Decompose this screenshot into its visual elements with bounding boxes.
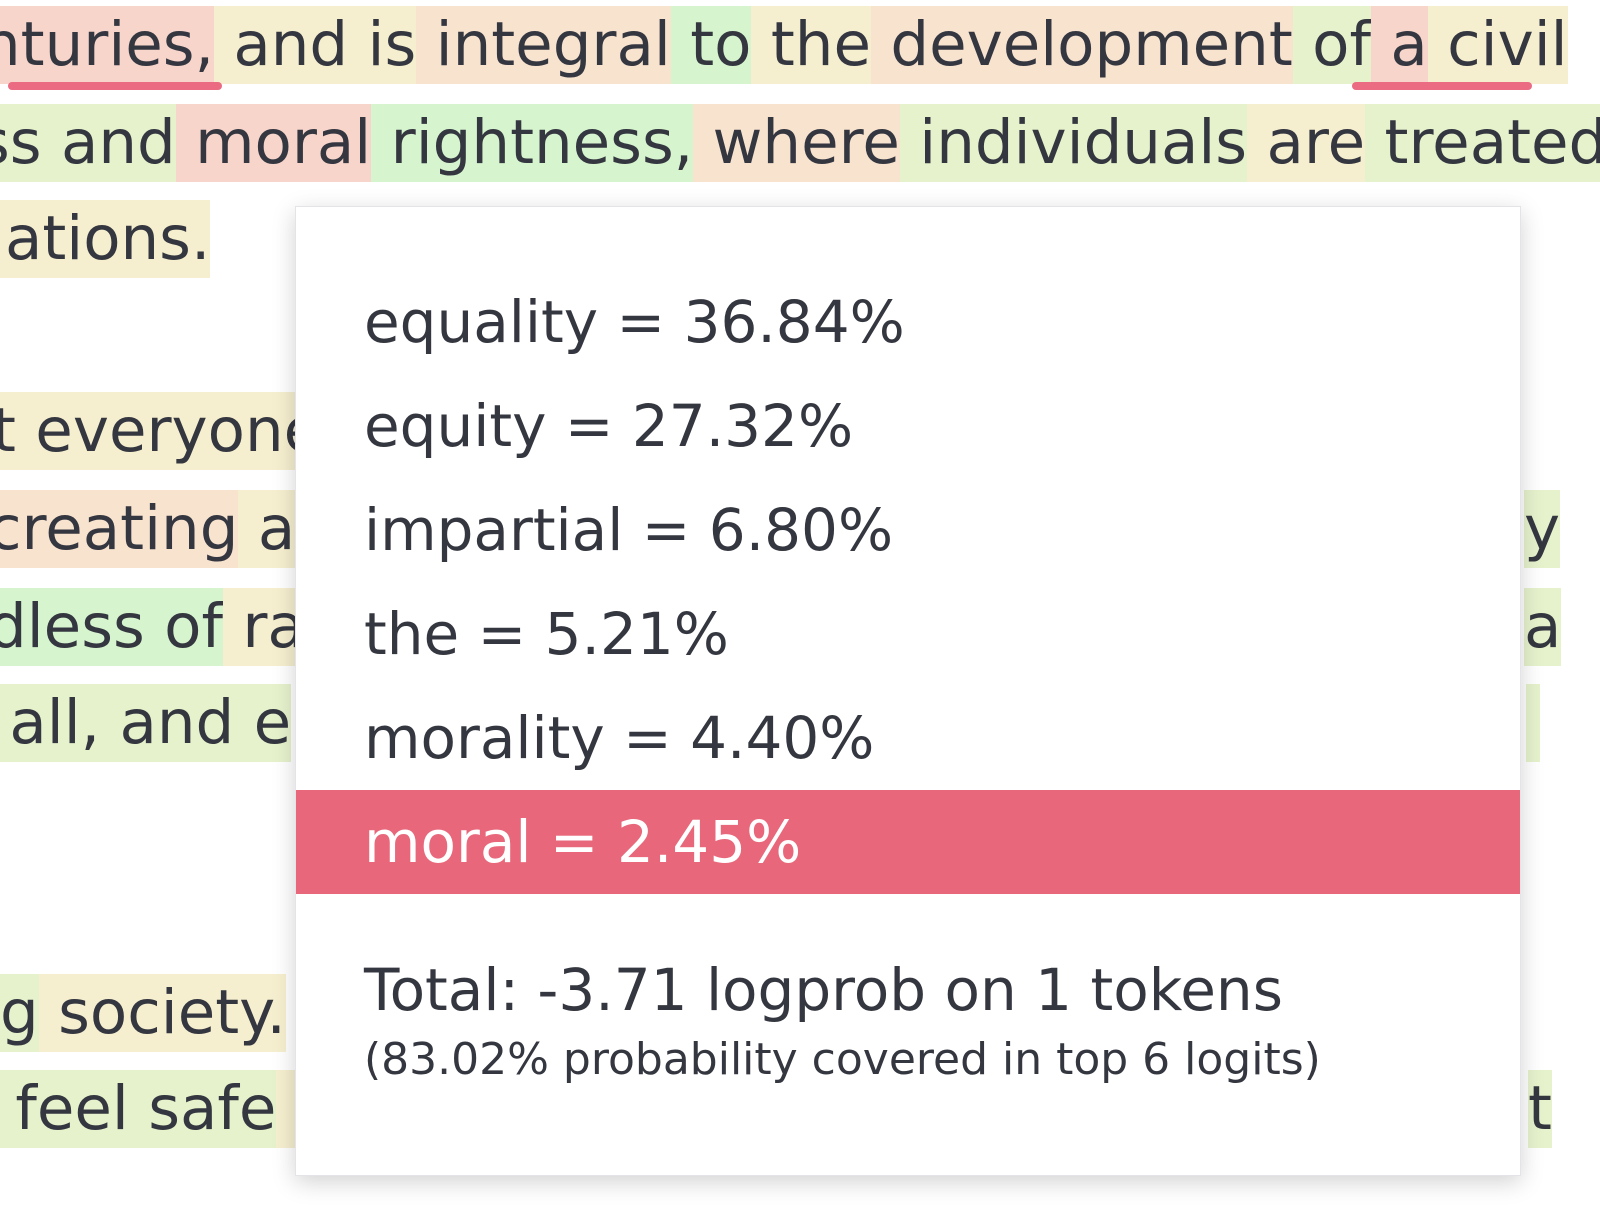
- logit-option-label: equality = 36.84%: [364, 288, 905, 356]
- logit-option[interactable]: equality = 36.84%: [296, 270, 1520, 374]
- text-line: dless of ra: [0, 588, 305, 666]
- token[interactable]: ss: [0, 104, 42, 182]
- token[interactable]: integral: [416, 6, 671, 84]
- token[interactable]: moral: [175, 104, 372, 182]
- token[interactable]: rightness,: [371, 104, 694, 182]
- token[interactable]: safe: [128, 1070, 277, 1148]
- logit-option-label: equity = 27.32%: [364, 392, 854, 460]
- text-fragment-right: y: [1524, 490, 1561, 568]
- text-line: nturies, and is integral to the developm…: [0, 6, 1568, 84]
- logit-option[interactable]: equity = 27.32%: [296, 374, 1520, 478]
- text-line: feel safe c: [0, 1070, 330, 1148]
- token[interactable]: and: [41, 104, 176, 182]
- text-fragment-right: [1526, 684, 1540, 762]
- logprob-popup: equality = 36.84% equity = 27.32% impart…: [295, 206, 1521, 1176]
- token[interactable]: of: [1292, 6, 1371, 84]
- token[interactable]: creating: [0, 490, 239, 568]
- token[interactable]: are: [1247, 104, 1366, 182]
- token[interactable]: jations.: [0, 200, 211, 278]
- logit-option-label: the = 5.21%: [364, 600, 729, 668]
- token[interactable]: and: [100, 684, 235, 762]
- token[interactable]: all,: [0, 684, 101, 762]
- logit-option-label: moral = 2.45%: [364, 808, 802, 876]
- logit-option-label: morality = 4.40%: [364, 704, 875, 772]
- text-line: g society.: [0, 974, 286, 1052]
- token[interactable]: and: [213, 6, 349, 84]
- token[interactable]: a: [1370, 6, 1428, 84]
- token[interactable]: of: [144, 588, 223, 666]
- logit-option-label: impartial = 6.80%: [364, 496, 894, 564]
- probability-covered: (83.02% probability covered in top 6 log…: [364, 1034, 1321, 1085]
- token[interactable]: e: [234, 684, 292, 762]
- token[interactable]: t: [0, 392, 16, 470]
- token[interactable]: individuals: [899, 104, 1248, 182]
- token[interactable]: where: [693, 104, 900, 182]
- token[interactable]: the: [751, 6, 871, 84]
- token[interactable]: treated: [1365, 104, 1600, 182]
- text-fragment-right: a: [1524, 588, 1562, 666]
- total-logprob: Total: -3.71 logprob on 1 tokens: [364, 956, 1283, 1024]
- token[interactable]: feel: [0, 1070, 129, 1148]
- token[interactable]: is: [348, 6, 417, 84]
- token[interactable]: dless: [0, 588, 145, 666]
- logit-option[interactable]: morality = 4.40%: [296, 686, 1520, 790]
- token[interactable]: a: [238, 490, 296, 568]
- text-fragment-right: t: [1528, 1070, 1552, 1148]
- token[interactable]: to: [670, 6, 752, 84]
- token[interactable]: civil: [1427, 6, 1568, 84]
- token-underline: [1352, 82, 1532, 90]
- text-line: all, and e: [0, 684, 292, 762]
- token[interactable]: ra: [222, 588, 305, 666]
- token[interactable]: development: [870, 6, 1293, 84]
- logit-option[interactable]: impartial = 6.80%: [296, 478, 1520, 582]
- text-line: t everyone: [0, 392, 322, 470]
- token-underline: [8, 82, 222, 90]
- logit-option[interactable]: the = 5.21%: [296, 582, 1520, 686]
- token[interactable]: everyone: [15, 392, 322, 470]
- token[interactable]: society.: [38, 974, 286, 1052]
- token[interactable]: g: [0, 974, 39, 1052]
- token[interactable]: nturies,: [0, 6, 214, 84]
- text-line: jations.: [0, 200, 211, 278]
- logit-option-selected[interactable]: moral = 2.45%: [296, 790, 1520, 894]
- text-line: creating a: [0, 490, 296, 568]
- text-line: ss and moral rightness, where individual…: [0, 104, 1600, 182]
